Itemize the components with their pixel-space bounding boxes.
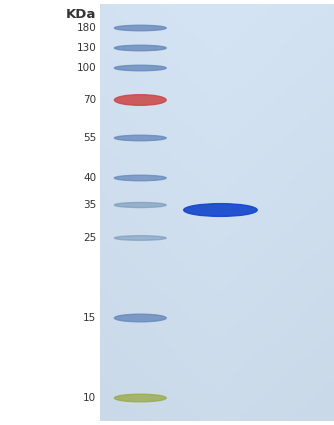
Text: 35: 35 [83,200,96,210]
Ellipse shape [114,236,166,241]
Text: 15: 15 [83,313,96,323]
Ellipse shape [114,135,166,141]
Ellipse shape [114,65,166,71]
Text: KDa: KDa [66,8,96,20]
Text: 130: 130 [76,43,96,53]
Text: 100: 100 [76,63,96,73]
Ellipse shape [114,175,166,181]
Text: 40: 40 [83,173,96,183]
Ellipse shape [114,394,166,402]
Ellipse shape [114,45,166,51]
Ellipse shape [184,204,257,216]
Text: 180: 180 [76,23,96,33]
Ellipse shape [114,95,166,105]
Text: 25: 25 [83,233,96,243]
Ellipse shape [114,25,166,31]
Text: 70: 70 [83,95,96,105]
Text: 55: 55 [83,133,96,143]
Text: 10: 10 [83,393,96,403]
Ellipse shape [114,202,166,207]
Ellipse shape [114,314,166,322]
